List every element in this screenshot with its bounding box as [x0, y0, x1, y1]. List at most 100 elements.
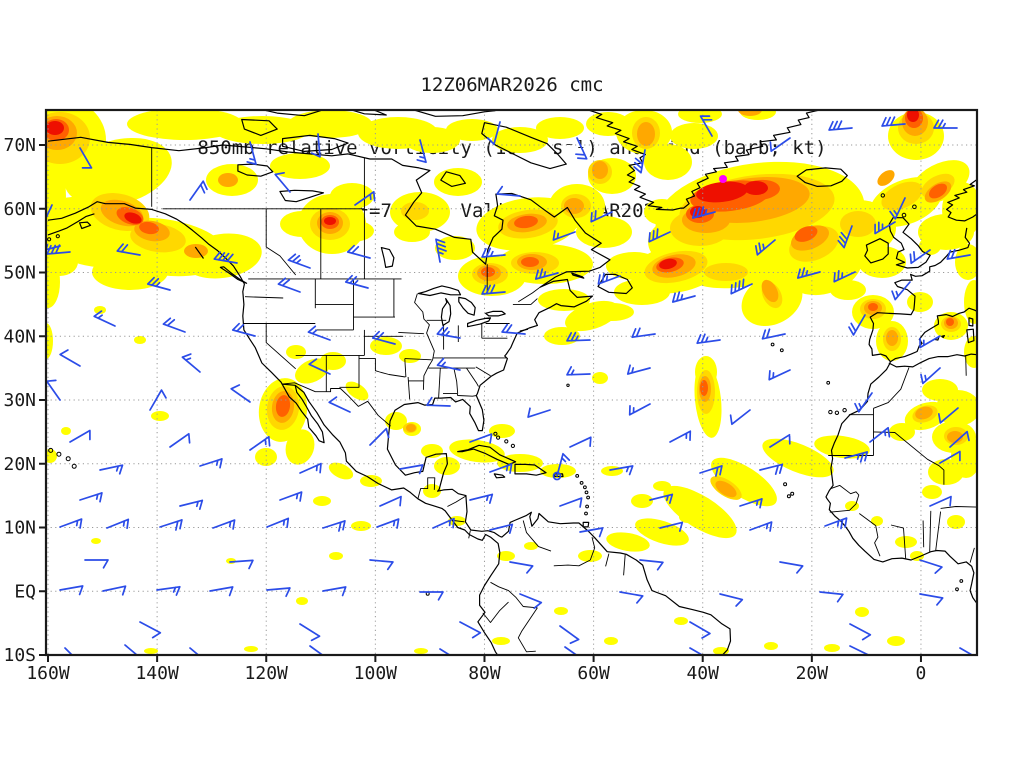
vorticity-blob: [255, 448, 277, 466]
wind-barb: [626, 364, 651, 375]
border-fl-north: [443, 393, 477, 397]
wind-barb: [299, 462, 322, 474]
vorticity-blob: [814, 435, 870, 459]
wind-barb: [729, 409, 751, 426]
border-guyana-venezuela: [589, 536, 596, 561]
wind-barb: [376, 518, 400, 529]
vorticity-blob: [955, 244, 977, 280]
wind-barb: [439, 648, 452, 655]
coast-scandinavia: [946, 178, 977, 222]
wind-barb: [566, 331, 591, 342]
wind-barb: [79, 147, 93, 169]
wind-barb: [496, 185, 521, 197]
island-aleutians: [47, 237, 52, 242]
vorticity-blob: [928, 183, 948, 199]
vorticity-blob: [750, 262, 826, 284]
vorticity-blob: [320, 352, 346, 370]
wind-barb: [124, 644, 139, 655]
coast-great-britain: [888, 217, 931, 269]
vorticity-blob: [696, 181, 748, 203]
wind-barb: [156, 585, 181, 596]
wind-barb: [279, 491, 303, 502]
vorticity-blob: [218, 173, 238, 187]
vorticity-blob: [489, 424, 515, 438]
vorticity-blob: [564, 198, 584, 214]
wind-barb: [149, 389, 167, 411]
island-canary-islands: [834, 410, 840, 415]
wind-barb: [844, 451, 869, 463]
wind-barb: [849, 645, 871, 655]
lon-tick-label: 80W: [468, 663, 501, 684]
vorticity-blob: [877, 170, 895, 186]
wind-barb: [796, 267, 821, 279]
coast-alaska-peninsula: [47, 213, 95, 236]
island-lesser-antilles: [585, 504, 589, 509]
vorticity-blob: [134, 336, 146, 344]
island-lesser-antilles: [579, 481, 584, 485]
wind-barb: [213, 251, 238, 264]
border-benin-nigeria: [935, 511, 942, 551]
border-morocco-algeria: [873, 367, 910, 409]
wind-barb: [833, 270, 856, 283]
island-bahamas: [510, 443, 516, 448]
coast-europe-mainland: [868, 227, 977, 363]
wind-barb: [179, 499, 204, 510]
coast-great-slave-lake: [279, 189, 325, 203]
wind-barb: [84, 559, 109, 569]
vorticity-blob: [653, 481, 671, 491]
map-inner: [46, 110, 977, 655]
coast-balearic-2: [941, 335, 945, 339]
wind-barb: [556, 452, 571, 477]
wind-barb: [854, 392, 873, 413]
lon-tick-label: 120W: [245, 663, 289, 684]
wind-barb: [416, 139, 427, 164]
wind-barb: [920, 367, 941, 385]
wind-barb: [689, 621, 711, 639]
vorticity-blob: [704, 263, 748, 281]
coast-trinidad: [582, 521, 590, 528]
coast-arctic-islands-2: [353, 110, 387, 116]
wind-barb: [229, 559, 254, 570]
wind-barb: [469, 433, 493, 444]
vorticity-blob: [492, 637, 510, 645]
wind-barb: [169, 432, 191, 448]
wind-barb: [919, 559, 943, 574]
coast-na-arctic-and-east: [47, 136, 611, 537]
wind-barb: [199, 458, 223, 469]
wind-barb: [891, 281, 911, 301]
vorticity-blob: [434, 168, 482, 196]
border-honduras-nicaragua: [447, 495, 467, 507]
island-bahamas: [504, 439, 509, 444]
vorticity-blob: [744, 181, 768, 195]
wind-barb: [769, 433, 791, 448]
wind-barb: [322, 520, 346, 532]
coast-ireland: [864, 238, 889, 264]
vorticity-blob: [521, 257, 539, 267]
wind-barb: [730, 278, 753, 295]
border-algeria-mali-niger: [873, 431, 945, 485]
vorticity-blob: [404, 127, 460, 153]
vorticity-blob: [399, 349, 421, 363]
wind-barb: [459, 621, 482, 639]
wind-barb: [309, 645, 324, 655]
wind-barb: [929, 495, 952, 507]
vorticity-blob: [738, 110, 762, 116]
wind-barb: [699, 115, 713, 137]
border-wa-or: [244, 296, 284, 299]
coast-long-island: [519, 328, 529, 332]
wind-barb: [761, 328, 786, 340]
vorticity-blob: [351, 521, 371, 531]
coast-newfoundland: [597, 273, 633, 295]
coast-victoria-island: [282, 134, 349, 152]
wind-barb: [519, 593, 543, 610]
vorticity-blob: [536, 117, 584, 139]
island-lesser-antilles: [584, 511, 588, 516]
wind-barb: [346, 244, 371, 259]
vorticity-blob: [895, 536, 917, 548]
wind-barb: [266, 587, 291, 598]
island-bermuda: [566, 383, 570, 387]
wind-barb: [648, 228, 671, 243]
vorticity-blob: [330, 183, 374, 209]
wind-barb: [64, 647, 74, 655]
border-suriname-guiana: [623, 554, 626, 576]
